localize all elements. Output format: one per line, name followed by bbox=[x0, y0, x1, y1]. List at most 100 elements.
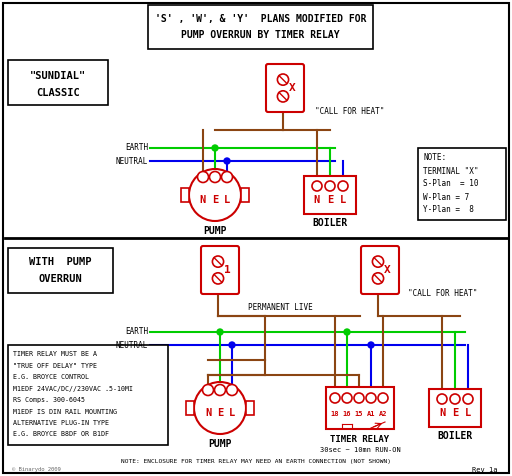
Circle shape bbox=[372, 256, 383, 267]
Text: TERMINAL "X": TERMINAL "X" bbox=[423, 167, 479, 176]
Text: E.G. BROYCE B8DF OR B1DF: E.G. BROYCE B8DF OR B1DF bbox=[13, 432, 109, 437]
Text: "TRUE OFF DELAY" TYPE: "TRUE OFF DELAY" TYPE bbox=[13, 363, 97, 368]
Circle shape bbox=[226, 385, 238, 396]
Text: M1EDF IS DIN RAIL MOUNTING: M1EDF IS DIN RAIL MOUNTING bbox=[13, 408, 117, 415]
Circle shape bbox=[344, 329, 350, 335]
Text: A1: A1 bbox=[367, 411, 375, 417]
Text: BOILER: BOILER bbox=[437, 431, 473, 441]
FancyBboxPatch shape bbox=[361, 246, 399, 294]
Bar bbox=[246, 401, 254, 415]
Text: E: E bbox=[452, 408, 458, 418]
Circle shape bbox=[224, 158, 230, 164]
Bar bbox=[429, 389, 481, 427]
FancyBboxPatch shape bbox=[266, 64, 304, 112]
Text: NOTE:: NOTE: bbox=[423, 153, 446, 162]
Circle shape bbox=[450, 394, 460, 404]
Circle shape bbox=[338, 181, 348, 191]
Circle shape bbox=[198, 171, 208, 182]
Text: M1EDF 24VAC/DC//230VAC .5-10MI: M1EDF 24VAC/DC//230VAC .5-10MI bbox=[13, 386, 133, 391]
Text: 18: 18 bbox=[331, 411, 339, 417]
Text: L: L bbox=[224, 195, 230, 205]
Text: "SUNDIAL": "SUNDIAL" bbox=[30, 71, 86, 81]
Text: E: E bbox=[212, 195, 218, 205]
Text: 30sec ~ 10mn RUN-ON: 30sec ~ 10mn RUN-ON bbox=[319, 447, 400, 453]
Text: PUMP: PUMP bbox=[208, 439, 232, 449]
Circle shape bbox=[278, 91, 289, 102]
Circle shape bbox=[189, 169, 241, 221]
Circle shape bbox=[209, 171, 221, 182]
Text: L: L bbox=[229, 408, 235, 418]
Bar bbox=[186, 401, 194, 415]
Text: PUMP: PUMP bbox=[203, 226, 227, 236]
Text: S-Plan  = 10: S-Plan = 10 bbox=[423, 179, 479, 188]
Text: "CALL FOR HEAT": "CALL FOR HEAT" bbox=[408, 288, 477, 298]
Text: 16: 16 bbox=[343, 411, 351, 417]
Circle shape bbox=[342, 393, 352, 403]
Circle shape bbox=[212, 256, 224, 267]
Bar bbox=[8, 248, 113, 293]
Circle shape bbox=[354, 393, 364, 403]
Text: EARTH: EARTH bbox=[125, 143, 148, 152]
Circle shape bbox=[325, 181, 335, 191]
Text: CLASSIC: CLASSIC bbox=[36, 88, 80, 98]
Text: 1: 1 bbox=[224, 265, 230, 275]
Text: RS Comps. 300-6045: RS Comps. 300-6045 bbox=[13, 397, 85, 403]
Circle shape bbox=[366, 393, 376, 403]
Circle shape bbox=[212, 145, 218, 151]
Text: NEUTRAL: NEUTRAL bbox=[116, 340, 148, 349]
Text: NEUTRAL: NEUTRAL bbox=[116, 157, 148, 166]
Text: L: L bbox=[340, 195, 346, 205]
Text: W-Plan = 7: W-Plan = 7 bbox=[423, 192, 470, 201]
Text: 15: 15 bbox=[355, 411, 363, 417]
Text: OVERRUN: OVERRUN bbox=[38, 274, 82, 284]
Text: 'S' , 'W', & 'Y'  PLANS MODIFIED FOR: 'S' , 'W', & 'Y' PLANS MODIFIED FOR bbox=[155, 14, 366, 24]
Circle shape bbox=[463, 394, 473, 404]
Circle shape bbox=[278, 74, 289, 85]
Text: TIMER RELAY MUST BE A: TIMER RELAY MUST BE A bbox=[13, 351, 97, 357]
Bar bbox=[8, 60, 108, 105]
Text: "CALL FOR HEAT": "CALL FOR HEAT" bbox=[315, 108, 385, 117]
Circle shape bbox=[372, 273, 383, 284]
Text: X: X bbox=[289, 83, 295, 93]
Circle shape bbox=[222, 171, 232, 182]
Text: ALTERNATIVE PLUG-IN TYPE: ALTERNATIVE PLUG-IN TYPE bbox=[13, 420, 109, 426]
Text: WITH  PUMP: WITH PUMP bbox=[29, 257, 91, 267]
Circle shape bbox=[368, 342, 374, 348]
Bar bbox=[8, 345, 168, 445]
Bar bbox=[304, 176, 356, 214]
Text: N: N bbox=[314, 195, 320, 205]
Text: N: N bbox=[200, 195, 206, 205]
Circle shape bbox=[215, 385, 225, 396]
Bar bbox=[326, 387, 394, 429]
Text: X: X bbox=[383, 265, 390, 275]
Text: N: N bbox=[205, 408, 211, 418]
Circle shape bbox=[212, 273, 224, 284]
Text: N: N bbox=[439, 408, 445, 418]
Text: E: E bbox=[217, 408, 223, 418]
Circle shape bbox=[330, 393, 340, 403]
Bar bbox=[241, 188, 249, 202]
Text: EARTH: EARTH bbox=[125, 327, 148, 337]
Bar bbox=[148, 5, 373, 49]
Circle shape bbox=[217, 329, 223, 335]
Text: E: E bbox=[327, 195, 333, 205]
Text: PERMANENT LIVE: PERMANENT LIVE bbox=[248, 304, 313, 313]
Bar bbox=[418, 148, 506, 220]
Circle shape bbox=[194, 382, 246, 434]
Text: © Binarydo 2009: © Binarydo 2009 bbox=[12, 467, 61, 473]
Circle shape bbox=[312, 181, 322, 191]
Text: E.G. BROYCE CONTROL: E.G. BROYCE CONTROL bbox=[13, 374, 89, 380]
Text: NOTE: ENCLOSURE FOR TIMER RELAY MAY NEED AN EARTH CONNECTION (NOT SHOWN): NOTE: ENCLOSURE FOR TIMER RELAY MAY NEED… bbox=[121, 459, 391, 465]
Text: L: L bbox=[465, 408, 471, 418]
Text: Rev 1a: Rev 1a bbox=[473, 467, 498, 473]
Circle shape bbox=[203, 385, 214, 396]
Circle shape bbox=[378, 393, 388, 403]
FancyBboxPatch shape bbox=[201, 246, 239, 294]
Text: A2: A2 bbox=[379, 411, 387, 417]
Circle shape bbox=[229, 342, 235, 348]
Text: TIMER RELAY: TIMER RELAY bbox=[330, 436, 390, 445]
Bar bbox=[181, 188, 189, 202]
Circle shape bbox=[437, 394, 447, 404]
Text: Y-Plan =  8: Y-Plan = 8 bbox=[423, 206, 474, 215]
Text: PUMP OVERRUN BY TIMER RELAY: PUMP OVERRUN BY TIMER RELAY bbox=[181, 30, 340, 40]
